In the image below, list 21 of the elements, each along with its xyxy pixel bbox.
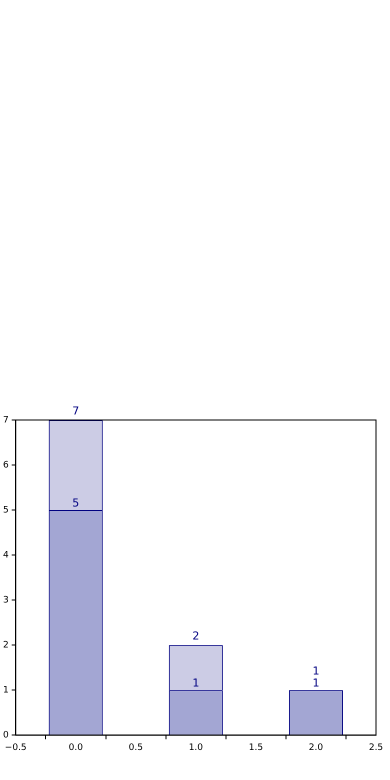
total-label: 2 <box>192 630 200 642</box>
y-tick-label: 7 <box>2 415 9 426</box>
x-tick-label: 1.0 <box>188 742 204 753</box>
y-tick-label: 4 <box>2 550 9 560</box>
x-tick-label: 2.0 <box>308 742 324 753</box>
y-tick-label: 6 <box>2 460 9 470</box>
data-label: 1 <box>192 676 200 690</box>
y-tick-label: 3 <box>2 595 9 606</box>
x-tick-label: 0.5 <box>128 742 143 753</box>
y-tick-label: 5 <box>2 505 9 516</box>
x-tick-label: 2.5 <box>368 742 384 753</box>
y-tick-label: 2 <box>2 640 9 650</box>
x-tick-label: 1.5 <box>248 742 264 753</box>
x-tick-label: −0.5 <box>4 742 27 753</box>
y-tick-label: 0 <box>2 730 9 741</box>
x-tick-label: 0.0 <box>68 742 84 753</box>
data-label: 1 <box>312 664 320 678</box>
data-label: 5 <box>72 496 80 510</box>
total-label: 7 <box>72 404 80 418</box>
y-tick-label: 1 <box>2 686 9 696</box>
total-label: 1 <box>312 676 320 690</box>
